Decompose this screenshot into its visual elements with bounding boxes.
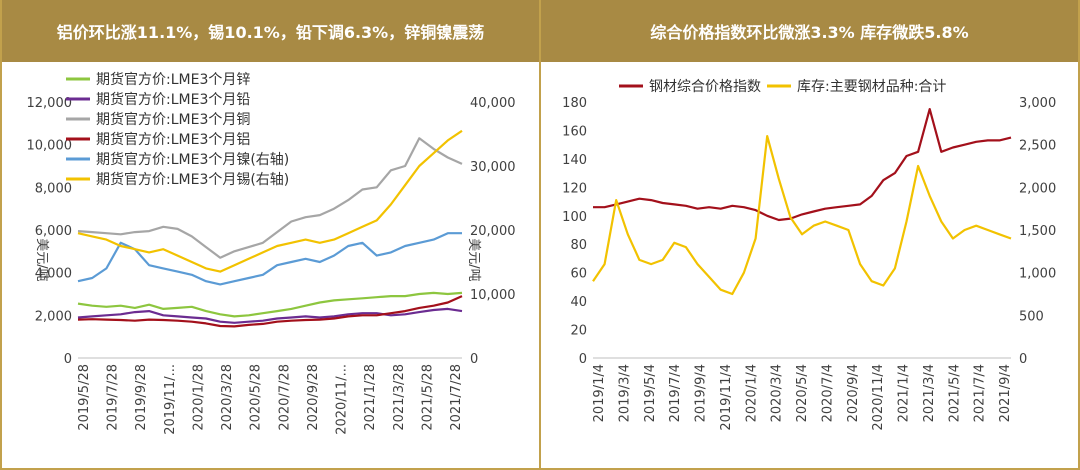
y-tick-label: 140	[562, 153, 587, 168]
series-line	[77, 129, 463, 273]
y-tick-label: 8,000	[35, 181, 72, 196]
legend-label: 期货官方价:LME3个月铜	[96, 111, 250, 128]
series-line	[593, 107, 1012, 222]
y-tick-label: 60	[570, 267, 587, 282]
y-tick-label: 80	[570, 238, 587, 253]
y2-tick-label: 2,000	[1019, 181, 1056, 196]
x-tick-label: 2020/7/4	[820, 364, 835, 422]
left-panel-title: 铝价环比涨11.1%，锡10.1%，铅下调6.3%，锌铜镍震荡	[2, 0, 539, 62]
series-line	[592, 134, 1012, 296]
legend-label: 期货官方价:LME3个月锌	[96, 71, 250, 88]
y-tick-label: 4,000	[35, 267, 72, 282]
y-tick-label: 2,000	[35, 309, 72, 324]
x-tick-label: 2020/5/4	[795, 364, 810, 422]
x-tick-label: 2019/9/28	[134, 364, 149, 431]
series-line	[77, 137, 463, 259]
y2-tick-label: 30,000	[470, 160, 516, 175]
y2-tick-label: 500	[1019, 309, 1044, 324]
x-tick-label: 2021/9/4	[998, 364, 1013, 422]
y2-tick-label: 1,500	[1019, 224, 1056, 239]
left-chart-panel: 铝价环比涨11.1%，锡10.1%，铅下调6.3%，锌铜镍震荡 0 2,000 4,…	[0, 0, 540, 470]
x-tick-label: 2021/5/28	[420, 364, 435, 431]
y-axis-label: 美元/吨	[34, 238, 49, 281]
x-tick-label: 2019/11/4	[719, 364, 734, 431]
y-tick-label: 160	[562, 124, 587, 139]
x-tick-label: 2019/7/28	[106, 364, 121, 431]
x-tick-label: 2020/9/4	[846, 364, 861, 422]
steel-index-chart: 0 20 40 60 80 100 120 140 160 180 0 500 1,000 1,500 2,…	[562, 79, 1056, 431]
x-tick-label: 2020/3/28	[220, 364, 235, 431]
y2-tick-label: 10,000	[470, 288, 516, 303]
x-tick-label: 2020/3/4	[770, 364, 785, 422]
x-tick-label: 2020/11/4	[871, 364, 886, 431]
x-tick-label: 2021/7/4	[973, 364, 988, 422]
legend-label: 库存:主要钢材品种:合计	[797, 79, 946, 95]
legend-label: 期货官方价:LME3个月镍(右轴)	[96, 151, 289, 168]
y-tick-label: 180	[562, 96, 587, 111]
x-tick-label: 2019/1/4	[592, 364, 607, 422]
metals-price-chart: 0 2,000 4,000 6,000 8,000 10,000 12,000 0 10,000…	[27, 71, 516, 435]
x-tick-label: 2019/9/4	[694, 364, 709, 422]
legend-label: 钢材综合价格指数	[649, 79, 761, 95]
y2-tick-label: 40,000	[470, 96, 516, 111]
y-tick-label: 10,000	[27, 139, 73, 154]
x-tick-label: 2021/5/4	[947, 364, 962, 422]
x-tick-label: 2021/1/4	[897, 364, 912, 422]
y-tick-label: 120	[562, 181, 587, 196]
legend-label: 期货官方价:LME3个月锡(右轴)	[96, 171, 289, 188]
y2-tick-label: 0	[1019, 352, 1027, 367]
y-tick-label: 100	[562, 210, 587, 225]
series-line	[77, 307, 463, 324]
y-tick-label: 0	[64, 352, 72, 367]
y-tick-label: 0	[579, 352, 587, 367]
x-tick-label: 2021/7/28	[449, 364, 464, 431]
y2-tick-label: 3,000	[1019, 96, 1056, 111]
x-tick-label: 2020/11/...	[335, 364, 350, 435]
y2-tick-label: 1,000	[1019, 267, 1056, 282]
y-tick-label: 6,000	[35, 224, 72, 239]
series-line	[77, 232, 462, 286]
right-chart-panel: 综合价格指数环比微涨3.3% 库存微跌5.8% 0 20 40 60 80 100 120 1…	[540, 0, 1080, 470]
y-tick-label: 20	[570, 324, 587, 339]
legend-label: 期货官方价:LME3个月铅	[96, 91, 250, 108]
y-tick-label: 40	[570, 295, 587, 310]
y2-tick-label: 0	[470, 352, 478, 367]
y2-tick-label: 20,000	[470, 224, 516, 239]
x-tick-label: 2020/5/28	[249, 364, 264, 431]
series-line	[77, 291, 463, 318]
y-tick-label: 12,000	[27, 96, 73, 111]
x-tick-label: 2020/7/28	[277, 364, 292, 431]
series-line	[77, 295, 463, 328]
x-tick-label: 2019/11/...	[163, 364, 178, 435]
x-tick-label: 2021/3/4	[922, 364, 937, 422]
legend-label: 期货官方价:LME3个月铝	[96, 131, 250, 148]
x-tick-label: 2019/7/4	[668, 364, 683, 422]
y2-tick-label: 2,500	[1019, 139, 1056, 154]
x-tick-label: 2019/5/4	[643, 364, 658, 422]
x-tick-label: 2020/1/4	[744, 364, 759, 422]
x-tick-label: 2021/3/28	[392, 364, 407, 431]
x-tick-label: 2021/1/28	[363, 364, 378, 431]
x-tick-label: 2020/1/28	[191, 364, 206, 431]
y2-axis-label: 美元/吨	[466, 238, 481, 281]
right-panel-title: 综合价格指数环比微涨3.3% 库存微跌5.8%	[541, 0, 1078, 62]
x-tick-label: 2019/5/28	[77, 364, 92, 431]
x-tick-label: 2019/3/4	[617, 364, 632, 422]
x-tick-label: 2020/9/28	[306, 364, 321, 431]
